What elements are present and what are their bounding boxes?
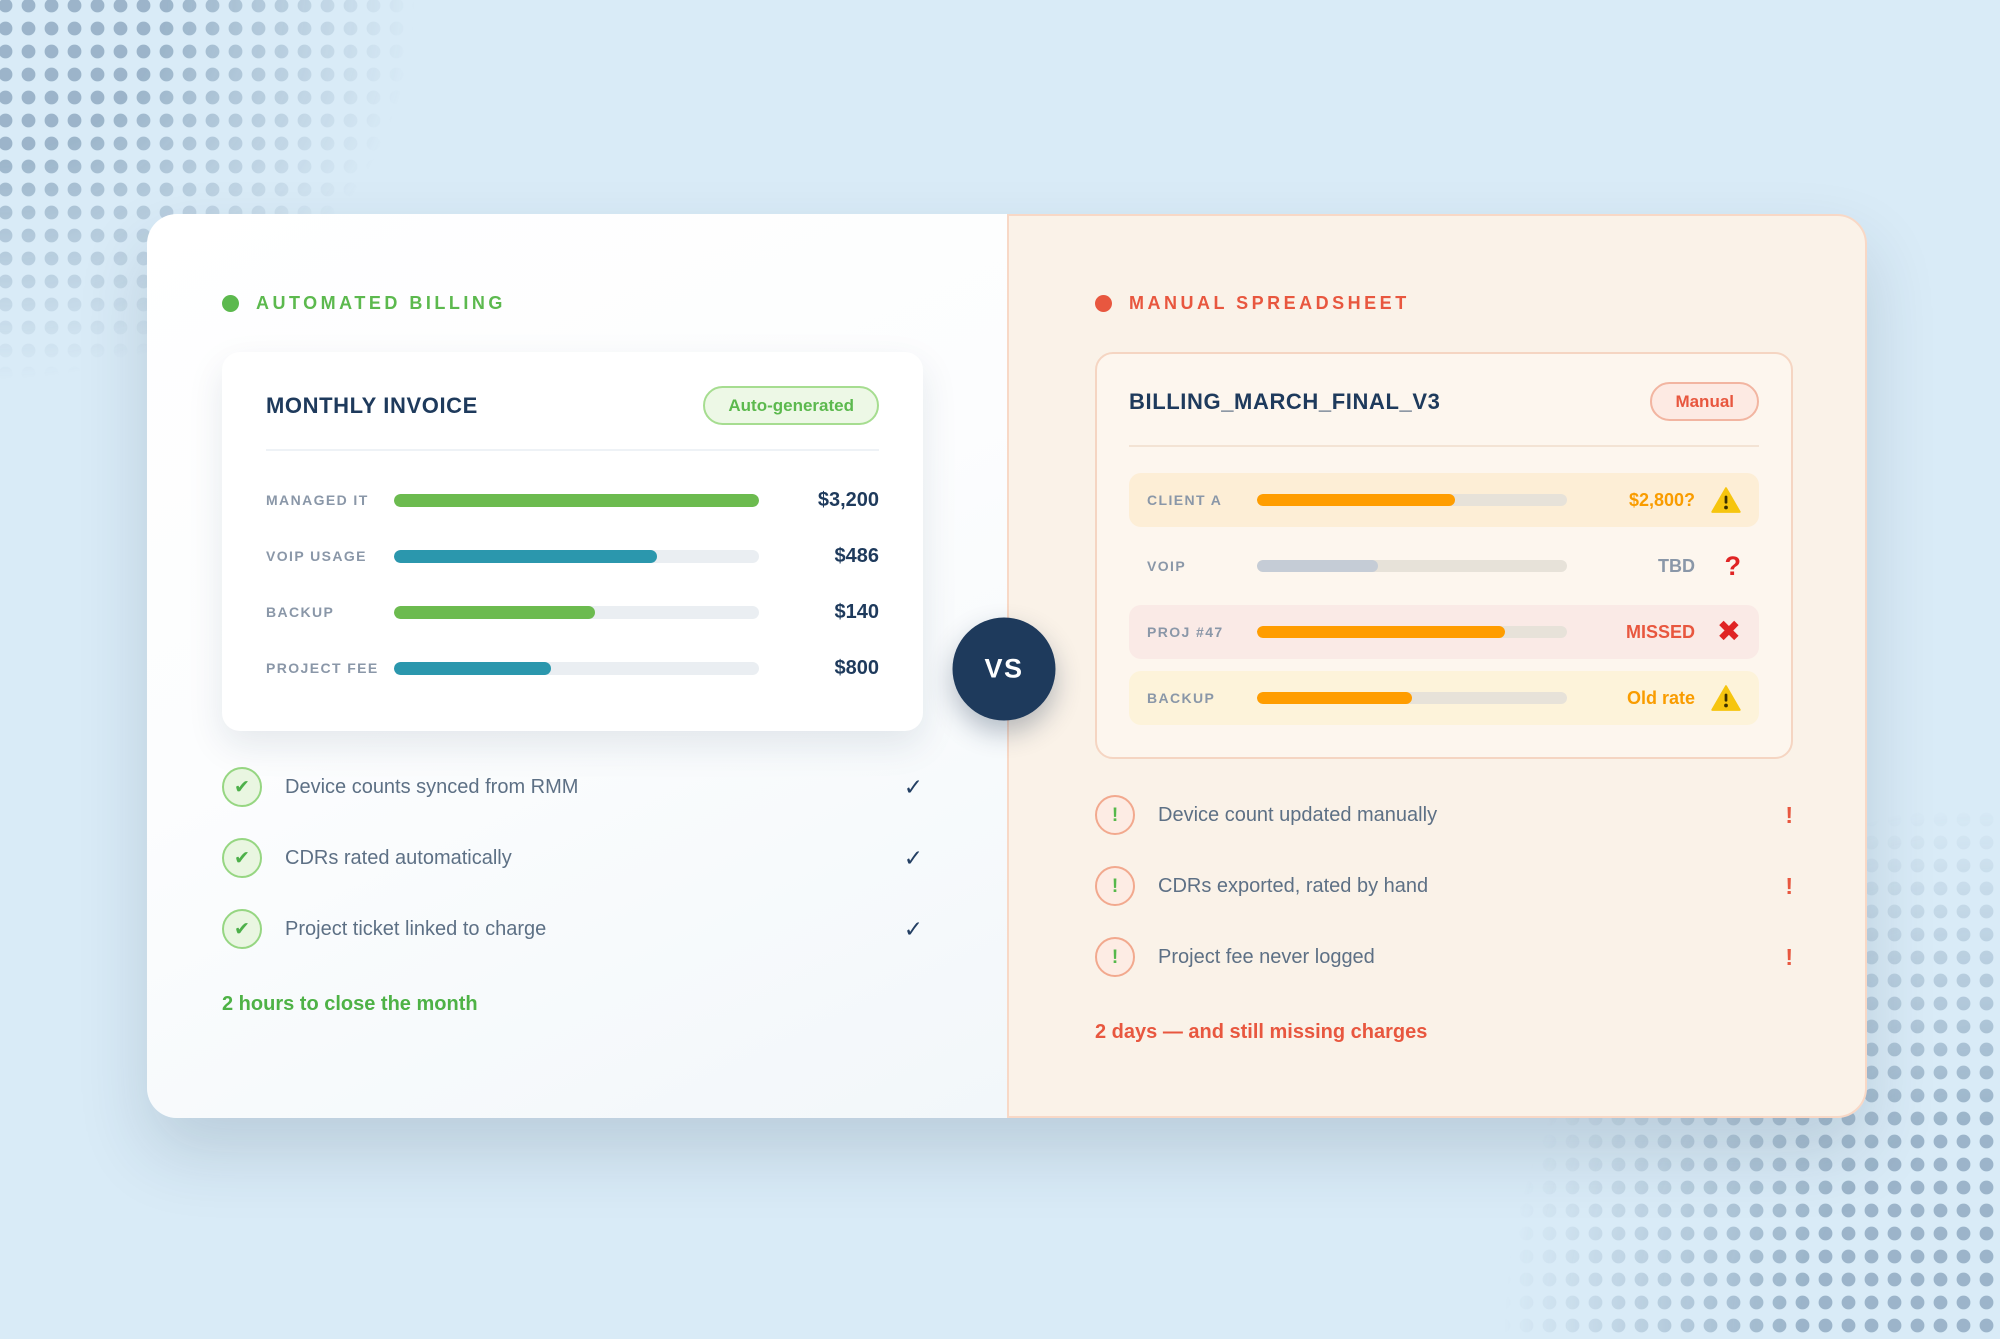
row-label: PROJ #47	[1147, 623, 1224, 640]
row-value: $2,800?	[1628, 489, 1695, 510]
green-dot-icon	[222, 294, 239, 312]
row-value: Old rate	[1626, 687, 1695, 708]
warning-triangle-icon	[1695, 684, 1741, 712]
bar-fill	[1257, 560, 1378, 572]
cross-mark-icon: ✖	[1716, 615, 1741, 648]
automated-footer-text: 2 hours to close the month	[222, 993, 478, 1015]
check-text: Device counts synced from RMM	[285, 775, 579, 798]
spreadsheet-card: BILLING_MARCH_FINAL_V3 Manual CLIENT A $…	[1095, 352, 1793, 759]
row-label: VOIP USAGE	[266, 547, 367, 564]
check-text: Project ticket linked to charge	[285, 917, 547, 940]
check-text: Project fee never logged	[1158, 945, 1375, 968]
exclamation-icon: !	[1785, 801, 1793, 828]
row-label: BACKUP	[266, 603, 335, 620]
vs-badge: VS	[952, 617, 1056, 721]
check-item: ! CDRs exported, rated by hand !	[1095, 866, 1793, 906]
check-text: Device count updated manually	[1158, 803, 1438, 826]
row-label: PROJECT FEE	[266, 659, 379, 676]
row-value: $486	[834, 544, 880, 567]
row-value: TBD	[1658, 555, 1695, 576]
automated-billing-header: AUTOMATED BILLING	[222, 292, 923, 314]
manual-spreadsheet-panel: MANUAL SPREADSHEET BILLING_MARCH_FINAL_V…	[1007, 214, 1867, 1118]
sheet-row-client-a: CLIENT A $2,800?	[1129, 473, 1759, 527]
invoice-card-title: MONTHLY INVOICE	[266, 392, 478, 418]
exclamation-icon: !	[1785, 872, 1793, 899]
invoice-row-managed-it: MANAGED IT $3,200	[266, 477, 879, 523]
invoice-row-backup: BACKUP $140	[266, 589, 879, 635]
automated-checklist: ✔ Device counts synced from RMM ✓ ✔ CDRs…	[222, 767, 923, 949]
alert-circle-icon: !	[1095, 937, 1135, 977]
bar-track	[1257, 494, 1567, 506]
check-text: CDRs rated automatically	[285, 846, 512, 869]
auto-generated-badge: Auto-generated	[703, 386, 879, 425]
check-item: ✔ CDRs rated automatically ✓	[222, 838, 923, 878]
divider	[1129, 445, 1759, 447]
invoice-row-project-fee: PROJECT FEE $800	[266, 645, 879, 691]
checkmark-icon: ✓	[903, 773, 923, 800]
checkmark-icon: ✓	[903, 915, 923, 942]
sheet-row-voip: VOIP TBD ?	[1129, 539, 1759, 593]
section-label: MANUAL SPREADSHEET	[1129, 292, 1410, 313]
red-dot-icon	[1095, 294, 1112, 312]
question-mark-icon: ?	[1724, 550, 1742, 581]
check-item: ✔ Device counts synced from RMM ✓	[222, 767, 923, 807]
exclamation-icon: !	[1785, 943, 1793, 970]
bar-fill	[394, 661, 551, 675]
bar-fill	[1257, 494, 1456, 506]
alert-circle-icon: !	[1095, 866, 1135, 906]
bar-fill	[394, 605, 595, 619]
check-item: ✔ Project ticket linked to charge ✓	[222, 909, 923, 949]
bar-track	[394, 661, 759, 675]
bar-track	[1257, 692, 1567, 704]
manual-footer-text: 2 days — and still missing charges	[1095, 1021, 1428, 1043]
row-value: $140	[834, 600, 880, 623]
check-item: ! Project fee never logged !	[1095, 937, 1793, 977]
check-circle-icon: ✔	[222, 767, 262, 807]
bar-track	[394, 493, 759, 507]
invoice-row-voip-usage: VOIP USAGE $486	[266, 533, 879, 579]
bar-fill	[394, 549, 657, 563]
divider	[266, 449, 879, 451]
check-circle-icon: ✔	[222, 909, 262, 949]
comparison-card: AUTOMATED BILLING MONTHLY INVOICE Auto-g…	[147, 214, 1867, 1118]
bar-fill	[1257, 626, 1505, 638]
row-value: $3,200	[817, 488, 879, 511]
bar-track	[1257, 560, 1567, 572]
row-label: CLIENT A	[1147, 491, 1223, 508]
checkmark-icon: ✓	[903, 844, 923, 871]
check-item: ! Device count updated manually !	[1095, 795, 1793, 835]
spreadsheet-card-title: BILLING_MARCH_FINAL_V3	[1129, 388, 1441, 414]
monthly-invoice-card: MONTHLY INVOICE Auto-generated MANAGED I…	[222, 352, 923, 731]
check-text: CDRs exported, rated by hand	[1158, 874, 1429, 897]
sheet-row-proj-47: PROJ #47 MISSED ✖	[1129, 605, 1759, 659]
manual-spreadsheet-header: MANUAL SPREADSHEET	[1095, 292, 1793, 314]
row-label: VOIP	[1147, 557, 1187, 574]
row-value: $800	[834, 656, 880, 679]
warning-triangle-icon	[1695, 486, 1741, 514]
bar-track	[394, 605, 759, 619]
check-circle-icon: ✔	[222, 838, 262, 878]
row-value: MISSED	[1625, 621, 1695, 642]
manual-badge: Manual	[1650, 382, 1759, 421]
row-label: MANAGED IT	[266, 491, 369, 508]
bar-track	[1257, 626, 1567, 638]
sheet-row-backup: BACKUP Old rate	[1129, 671, 1759, 725]
bar-fill	[394, 493, 759, 507]
manual-checklist: ! Device count updated manually ! ! CDRs…	[1095, 795, 1793, 977]
automated-billing-panel: AUTOMATED BILLING MONTHLY INVOICE Auto-g…	[147, 214, 1007, 1118]
bar-fill	[1257, 692, 1412, 704]
bar-track	[394, 549, 759, 563]
section-label: AUTOMATED BILLING	[256, 292, 506, 313]
row-label: BACKUP	[1147, 689, 1216, 706]
alert-circle-icon: !	[1095, 795, 1135, 835]
